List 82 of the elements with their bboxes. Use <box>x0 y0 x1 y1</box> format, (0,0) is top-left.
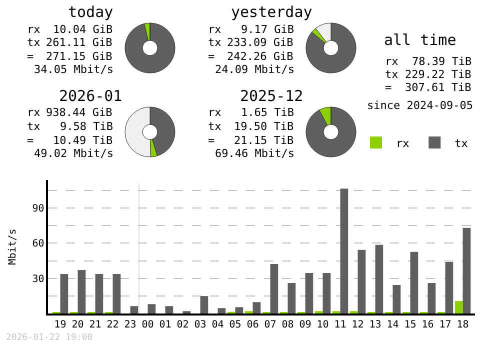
x-tick-label: 17 <box>439 319 452 330</box>
text: = 271.15 GiB <box>27 50 113 63</box>
bar <box>462 228 471 314</box>
text: tx 19.50 TiB <box>208 120 294 133</box>
y-tick-label: 90 <box>32 204 44 215</box>
text: tx 233.09 GiB <box>208 36 294 49</box>
text: rx 938.44 GiB <box>27 106 113 119</box>
text: since 2024-09-05 <box>367 99 473 112</box>
bar <box>288 283 296 314</box>
x-tick-label: 01 <box>159 319 172 330</box>
bar <box>95 274 104 314</box>
text: rx 1.65 TiB <box>208 106 294 119</box>
text: = 307.61 TiB <box>385 81 472 94</box>
bar <box>130 306 138 314</box>
x-tick-label: 19 <box>54 319 66 330</box>
text: = 10.49 TiB <box>27 134 113 147</box>
text: = 21.15 TiB <box>208 134 294 147</box>
text: 34.05 Mbit/s <box>34 63 114 76</box>
x-tick-label: 12 <box>352 319 364 330</box>
x-tick-label: 11 <box>334 319 346 330</box>
y-tick-label: 60 <box>32 238 44 250</box>
bar <box>112 274 121 314</box>
text: 69.46 Mbit/s <box>215 147 294 160</box>
x-tick-label: 18 <box>456 319 469 330</box>
y-axis-title: Mbit/s <box>8 228 19 265</box>
bar <box>200 296 208 314</box>
bar <box>322 272 331 314</box>
bar <box>445 262 454 314</box>
x-tick-label: 10 <box>316 319 329 330</box>
bar <box>78 270 86 314</box>
bar <box>410 252 418 314</box>
bar <box>165 306 174 314</box>
donut-slice <box>306 22 356 74</box>
x-tick-label: 04 <box>212 319 224 330</box>
chart-title: yesterday <box>231 3 312 21</box>
bar <box>392 285 401 314</box>
chart-title: 2025-12 <box>240 87 304 105</box>
text: rx 10.04 GiB <box>27 23 113 36</box>
bar <box>270 264 278 314</box>
text: tx 261.11 GiB <box>27 36 113 49</box>
bar <box>60 274 68 314</box>
text: 49.02 Mbit/s <box>34 147 114 160</box>
x-tick-label: 20 <box>72 319 84 330</box>
x-tick-label: 22 <box>106 319 119 330</box>
bar <box>454 301 463 314</box>
text: rx 78.39 TiB <box>385 55 472 68</box>
donut-slice <box>306 106 356 158</box>
bar <box>340 188 348 314</box>
text: = 242.26 GiB <box>208 50 294 63</box>
x-tick-label: 16 <box>422 319 434 330</box>
x-tick-label: 23 <box>124 319 136 330</box>
bar <box>358 250 366 314</box>
bar <box>428 283 436 314</box>
bar <box>235 307 244 314</box>
x-tick-label: 15 <box>404 319 416 330</box>
x-tick-label: 07 <box>264 319 276 330</box>
text: tx 9.58 TiB <box>27 120 113 133</box>
donut-slice <box>124 22 176 74</box>
legend-label: rx <box>396 136 410 150</box>
x-tick-label: 14 <box>386 319 399 330</box>
text: tx 229.22 TiB <box>385 68 472 81</box>
x-tick-label: 05 <box>229 319 242 330</box>
text: all time <box>384 31 456 49</box>
x-tick-label: 08 <box>282 319 294 330</box>
x-tick-label: 03 <box>194 319 206 330</box>
text: rx 9.17 GiB <box>208 23 294 36</box>
chart-title: today <box>68 3 114 21</box>
bar <box>375 244 384 314</box>
bar <box>252 302 261 314</box>
bar <box>148 304 156 314</box>
bar <box>218 308 226 314</box>
x-tick-label: 21 <box>89 319 102 330</box>
chart-title: 2026-01 <box>59 87 122 105</box>
bar <box>305 272 314 314</box>
x-tick-label: 02 <box>176 319 189 330</box>
x-tick-label: 13 <box>369 319 382 330</box>
legend-label: tx <box>454 136 468 150</box>
x-tick-label: 00 <box>142 319 154 330</box>
y-tick-label: 30 <box>32 274 44 285</box>
x-tick-label: 06 <box>246 319 259 330</box>
x-tick-label: 09 <box>299 319 312 330</box>
text: 24.09 Mbit/s <box>215 63 294 76</box>
